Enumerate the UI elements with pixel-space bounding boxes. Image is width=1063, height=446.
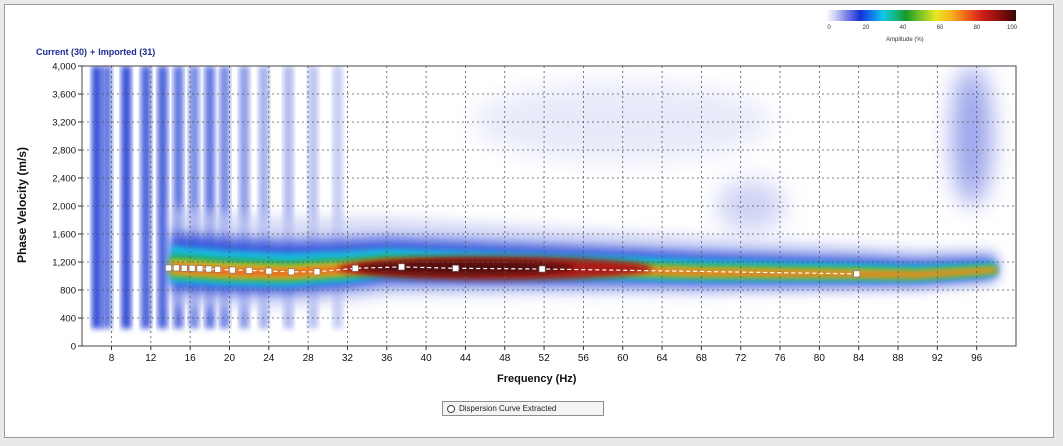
amplitude-streak <box>101 66 112 329</box>
x-tick-label: 60 <box>617 353 629 364</box>
x-tick-label: 88 <box>892 353 904 364</box>
colorbar-tick: 40 <box>899 25 907 31</box>
y-tick-label: 3,600 <box>52 90 76 101</box>
dispersion-point <box>853 270 861 278</box>
colorbar-tick: 0 <box>827 25 831 31</box>
axis-ticks: 8 12 16 20 24 28 32 36 40 44 48 52 56 60 64 68 72 76 80 84 8… <box>52 62 982 365</box>
x-tick-label: 68 <box>696 353 708 364</box>
dispersion-point <box>538 265 546 273</box>
dispersion-point <box>265 267 273 275</box>
x-tick-label: 44 <box>460 353 472 364</box>
dispersion-point <box>452 264 459 272</box>
dispersion-point <box>196 265 204 272</box>
x-tick-label: 24 <box>263 353 275 364</box>
dispersion-point <box>398 263 405 271</box>
dispersion-point <box>229 266 236 274</box>
y-tick-label: 0 <box>71 342 76 353</box>
y-tick-label: 1,600 <box>52 230 76 241</box>
y-tick-label: 800 <box>60 286 76 297</box>
x-tick-label: 72 <box>735 353 747 364</box>
y-tick-label: 400 <box>60 314 76 325</box>
amplitude-streak <box>283 66 294 329</box>
amplitude-streak <box>239 66 250 329</box>
x-tick-label: 20 <box>224 353 236 364</box>
dispersion-point <box>214 266 221 273</box>
x-tick-label: 76 <box>774 353 786 364</box>
y-axis-title: Phase Velocity (m/s) <box>15 146 29 264</box>
amplitude-streak <box>308 66 319 329</box>
dispersion-points <box>165 263 861 278</box>
x-tick-label: 12 <box>145 353 157 364</box>
amplitude-streak <box>121 66 132 329</box>
amplitude-streak <box>258 66 269 329</box>
x-tick-label: 16 <box>185 353 197 364</box>
y-tick-label: 3,200 <box>52 118 76 129</box>
dispersion-point <box>180 264 188 272</box>
dispersion-point <box>205 265 213 273</box>
dispersion-point <box>165 264 172 272</box>
x-tick-label: 32 <box>342 353 354 364</box>
dispersion-point <box>288 268 295 276</box>
colorbar-ticks: 0 20 40 60 80 100 <box>0 25 1063 37</box>
title-current: Current (30) <box>36 47 88 57</box>
legend-label: Dispersion Curve Extracted <box>459 404 557 413</box>
dispersion-point <box>313 268 321 276</box>
y-tick-label: 4,000 <box>52 62 76 73</box>
colorbar-tick: 60 <box>936 25 944 31</box>
colorbar-tick: 100 <box>1006 25 1018 31</box>
amplitude-streak <box>219 66 230 329</box>
x-tick-label: 40 <box>421 353 433 364</box>
amplitude-blob <box>716 180 785 232</box>
legend-dispersion-curve[interactable]: Dispersion Curve Extracted <box>442 401 604 416</box>
amplitude-streak <box>189 66 200 329</box>
title-plus: + <box>90 47 96 57</box>
y-tick-label: 1,200 <box>52 258 76 269</box>
dispersion-point <box>188 264 196 272</box>
colorbar-tick: 20 <box>862 25 870 31</box>
legend-marker-icon <box>447 404 455 413</box>
x-tick-label: 64 <box>657 353 669 364</box>
amplitude-colorbar <box>826 10 1016 21</box>
x-axis-title: Frequency (Hz) <box>497 373 577 385</box>
x-tick-label: 8 <box>109 353 115 364</box>
amplitude-streak <box>204 66 215 329</box>
y-tick-label: 2,400 <box>52 174 76 185</box>
chart-title: Current (30) + Imported (31) <box>36 47 158 57</box>
x-tick-label: 28 <box>303 353 315 364</box>
y-tick-label: 2,000 <box>52 202 76 213</box>
x-tick-label: 84 <box>853 353 865 364</box>
amplitude-streak <box>91 66 102 329</box>
colorbar-label: Amplitude (%) <box>886 37 924 43</box>
x-tick-label: 80 <box>814 353 826 364</box>
y-tick-label: 2,800 <box>52 146 76 157</box>
x-tick-label: 96 <box>971 353 983 364</box>
x-tick-label: 56 <box>578 353 590 364</box>
x-tick-label: 48 <box>499 353 511 364</box>
amplitude-streak <box>173 66 184 329</box>
title-imported: Imported (31) <box>98 47 156 57</box>
dispersion-point <box>173 264 180 272</box>
dispersion-point <box>352 264 359 272</box>
amplitude-streak <box>332 66 343 329</box>
x-tick-label: 36 <box>381 353 393 364</box>
x-tick-label: 52 <box>539 353 551 364</box>
amplitude-streak <box>140 66 151 329</box>
x-tick-label: 92 <box>932 353 944 364</box>
amplitude-streak <box>157 66 168 329</box>
amplitude-blob <box>951 66 992 206</box>
colorbar-tick: 80 <box>973 25 981 31</box>
dispersion-point <box>245 267 253 274</box>
